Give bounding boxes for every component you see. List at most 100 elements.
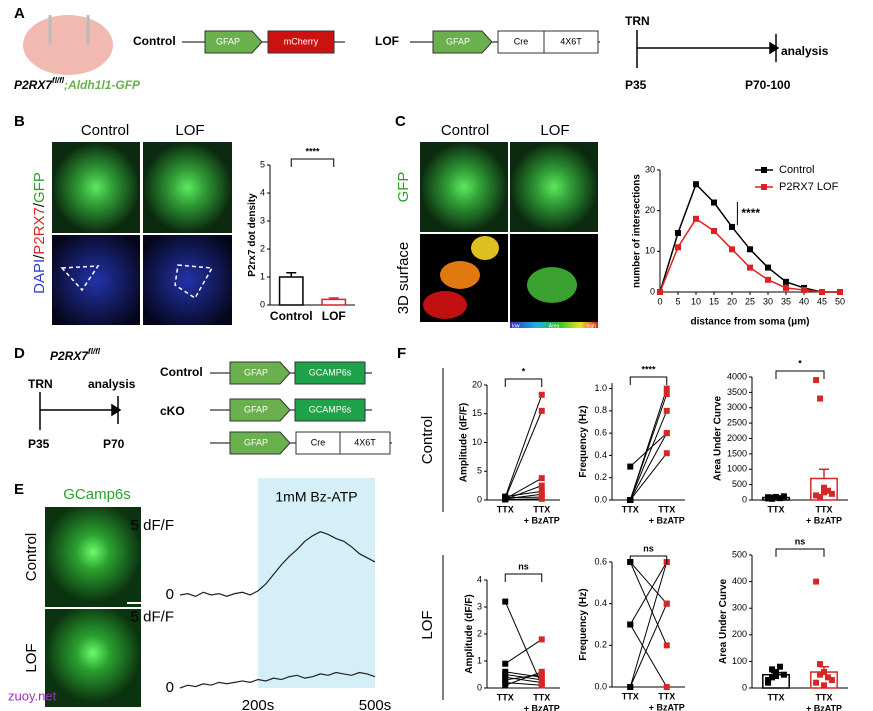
- row-label: DAPI/P2RX7/GFP: [31, 172, 48, 294]
- x-tick-label: + BzATP: [524, 515, 560, 525]
- data-point: [817, 493, 824, 500]
- x-tick-label: + BzATP: [524, 703, 560, 711]
- y-tick-label: 0.0: [594, 494, 607, 504]
- data-point: [813, 377, 820, 384]
- significance-label: ns: [518, 561, 529, 571]
- row-label: LOF: [23, 643, 40, 672]
- y-tick-label: 0: [260, 299, 265, 309]
- x-tick-label: TTX: [658, 504, 675, 514]
- y-tick-label: 100: [732, 656, 747, 666]
- pair-line: [504, 601, 543, 686]
- significance-label: *: [522, 366, 526, 376]
- separator: /: [31, 254, 48, 259]
- y-tick-label: 0.6: [594, 428, 607, 438]
- data-point: [821, 669, 827, 676]
- data-point: [769, 666, 776, 673]
- y-tick-label: 0: [477, 494, 482, 504]
- data-point: [711, 228, 717, 234]
- data-point: [783, 284, 789, 291]
- data-point: [627, 463, 634, 470]
- data-point: [663, 391, 670, 398]
- timeline: [636, 30, 770, 68]
- y-tick-label: 0.8: [594, 405, 607, 415]
- data-point: [773, 493, 779, 500]
- x-tick-label: 45: [817, 296, 827, 306]
- pair-line: [629, 432, 668, 501]
- data-point: [765, 264, 771, 271]
- y-axis-label: Frequency (Hz): [578, 405, 589, 477]
- y-axis-label: Area Under Curve: [713, 396, 724, 481]
- y-tick-label: 0: [742, 494, 747, 504]
- gene-box: [339, 431, 391, 455]
- x-tick-label: 5: [675, 296, 680, 306]
- significance-label: ****: [641, 364, 656, 374]
- y-tick-label: 400: [732, 576, 747, 586]
- promoter-label: GFAP: [446, 36, 470, 46]
- pair-line: [505, 498, 542, 500]
- y-tick-label: 200: [732, 629, 747, 639]
- y-tick-label: 2: [477, 628, 482, 638]
- stain: DAPI: [31, 259, 48, 294]
- legend-marker: [761, 167, 767, 173]
- gene-label: Cre: [514, 36, 529, 46]
- y-tick-label: 5 dF/F: [131, 609, 174, 626]
- colorbar-label: low: [512, 323, 520, 329]
- gene-label: 4X6T: [560, 36, 582, 46]
- timeline-label: P70-100: [745, 78, 791, 92]
- data-point: [765, 677, 772, 684]
- legend-label: P2RX7 LOF: [779, 181, 839, 193]
- error-bar: [286, 272, 297, 277]
- x-tick-label: LOF: [322, 309, 346, 323]
- data-point: [821, 484, 827, 491]
- data-point: [747, 264, 753, 271]
- series-line: [179, 531, 376, 598]
- micrograph: [420, 142, 508, 232]
- data-point: [773, 669, 779, 676]
- pair-line: [629, 561, 668, 688]
- watermark: zuoy.net: [8, 688, 57, 703]
- gene: P2RX7: [14, 78, 53, 92]
- pair-line: [629, 561, 668, 604]
- data-point: [663, 600, 670, 607]
- timeline-arrow: [769, 34, 780, 62]
- y-tick-label: 3500: [727, 387, 747, 397]
- data-point: [538, 407, 545, 414]
- surface-blob: [423, 291, 467, 319]
- data-point: [776, 663, 783, 670]
- significance-bracket: [504, 378, 543, 387]
- micrograph: [45, 507, 141, 607]
- y-tick-label: 20: [645, 205, 655, 215]
- panel-label: A: [14, 5, 25, 22]
- data-point: [538, 391, 545, 398]
- y-tick-label: 0.6: [594, 556, 607, 566]
- pair-line: [504, 410, 543, 499]
- reporter: ;Aldh1l1-GFP: [64, 78, 141, 92]
- x-tick-label: 25: [745, 296, 755, 306]
- significance-bracket: [629, 376, 668, 385]
- data-point: [538, 668, 545, 675]
- timeline-label: analysis: [781, 44, 829, 58]
- y-tick-label: 4: [260, 187, 265, 197]
- data-point: [780, 493, 787, 500]
- superscript: fl/fl: [52, 76, 65, 85]
- data-point: [813, 578, 820, 585]
- panel-label: B: [14, 113, 25, 130]
- data-point: [817, 395, 824, 402]
- micrograph: [45, 609, 141, 707]
- y-tick-label: 3: [260, 215, 265, 225]
- x-tick-label: TTX: [533, 692, 550, 702]
- pair-line: [505, 671, 542, 686]
- y-tick-label: 2: [260, 243, 265, 253]
- pair-line: [505, 671, 542, 678]
- x-tick-label: Control: [270, 309, 313, 323]
- y-tick-label: 300: [732, 603, 747, 613]
- data-point: [765, 276, 771, 283]
- data-point: [821, 682, 827, 689]
- y-tick-label: 5: [477, 466, 482, 476]
- row-label: Control: [23, 533, 40, 581]
- column-label: LOF: [175, 122, 204, 139]
- data-point: [828, 490, 835, 497]
- gene-box: [294, 398, 366, 422]
- panel-title: GCamp6s: [63, 486, 131, 503]
- x-tick-label: + BzATP: [649, 702, 685, 711]
